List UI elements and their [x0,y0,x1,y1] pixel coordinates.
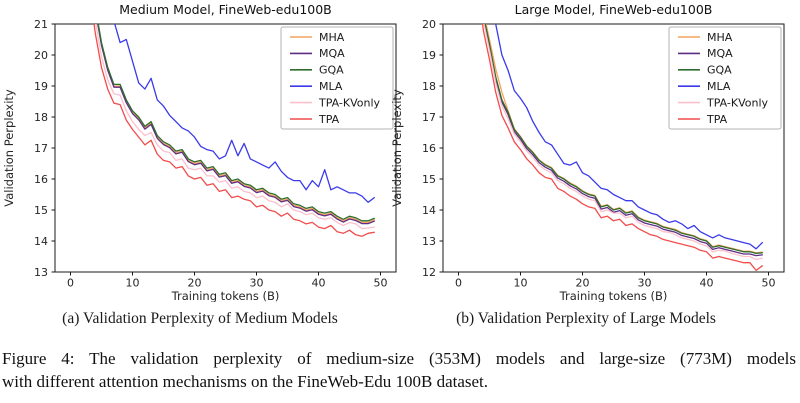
x-axis: 0 10 20 30 40 50 Training tokens (B) [67,272,388,302]
x-tick-label: 40 [312,277,326,290]
figure-caption-line-2: with different attention mechanisms on t… [2,371,489,391]
legend-label: MHA [319,31,345,44]
legend-label: TPA [706,113,728,126]
series-line-MLA [495,24,763,250]
y-tick-label: 15 [422,173,436,186]
y-tick-label: 14 [34,235,48,248]
y-tick-label: 19 [422,49,436,62]
y-tick-label: 12 [422,266,436,279]
legend: MHA MQA GQA MLA TPA-KVonly TPA [668,26,782,130]
subcaption-a: (a) Validation Perplexity of Medium Mode… [62,310,338,327]
series-line-TPA-KVonly [483,24,763,261]
medium-model-chart: Medium Model, FineWeb-edu100B 0 10 20 30 40 50… [0,0,400,302]
legend-label: MHA [707,31,733,44]
legend-label: MQA [707,47,733,60]
x-tick-label: 30 [638,277,652,290]
legend-box [668,26,782,130]
y-axis-label: Validation Perplexity [390,89,404,207]
series-line-TPA-KVonly [95,24,375,230]
large-model-chart: Large Model, FineWeb-edu100B 0 10 20 30 40 50 T… [388,0,788,302]
x-tick-label: 0 [455,277,462,290]
y-axis: 12 13 14 15 16 17 18 19 20 Validation Perplexity [390,18,443,279]
y-axis-label: Validation Perplexity [2,89,16,207]
legend-item-MLA: MLA [678,80,731,93]
x-axis: 0 10 20 30 40 50 Training tokens (B) [455,272,776,302]
x-tick-label: 0 [67,277,74,290]
legend-label: MQA [319,47,345,60]
legend-label: GQA [319,64,344,77]
x-tick-label: 20 [188,277,202,290]
y-tick-label: 13 [34,266,48,279]
legend-label: GQA [707,64,732,77]
y-tick-label: 16 [422,142,436,155]
x-tick-label: 20 [576,277,590,290]
y-tick-label: 20 [422,18,436,31]
legend-label: MLA [707,80,731,93]
legend-item-TPA-KVonly: TPA-KVonly [290,96,381,109]
y-tick-label: 16 [34,173,48,186]
legend-label: TPA-KVonly [706,96,769,109]
y-tick-label: 18 [34,111,48,124]
y-tick-label: 13 [422,235,436,248]
legend-label: MLA [319,80,343,93]
series-line-MQA [97,24,375,225]
series-line-GQA [484,24,763,255]
x-tick-label: 50 [762,277,776,290]
legend: MHA MQA GQA MLA TPA-KVonly TPA [280,26,394,130]
series-line-TPA [93,24,375,237]
large-chart-svg: Large Model, FineWeb-edu100B 0 10 20 30 40 50 T… [390,2,785,302]
series-line-MQA [484,24,763,257]
subcaption-b: (b) Validation Perplexity of Large Model… [456,310,716,327]
y-tick-label: 15 [34,204,48,217]
x-axis-label: Training tokens (B) [171,289,280,302]
legend-item-MLA: MLA [290,80,343,93]
y-tick-label: 19 [34,80,48,93]
x-tick-label: 40 [700,277,714,290]
legend-item-GQA: GQA [678,64,732,77]
legend-item-GQA: GQA [290,64,344,77]
x-tick-label: 10 [514,277,528,290]
legend-item-MQA: MQA [290,47,345,60]
legend-box [280,26,394,130]
x-tick-label: 30 [250,277,264,290]
chart-title: Large Model, FineWeb-edu100B [515,2,713,17]
figure-caption-line-1: Figure 4: The validation perplexity of m… [2,349,796,368]
x-axis-label: Training tokens (B) [559,289,668,302]
legend-label: TPA [318,113,340,126]
figure-caption: Figure 4: The validation perplexity of m… [2,348,796,393]
series-line-TPA [481,24,763,272]
y-axis: 13 14 15 16 17 18 19 20 21 Validation Perplexity [2,18,55,279]
legend-item-MHA: MHA [290,31,345,44]
y-tick-label: 20 [34,49,48,62]
y-tick-label: 17 [422,111,436,124]
legend-item-TPA: TPA [678,113,728,126]
legend-label: TPA-KVonly [318,96,381,109]
x-tick-label: 10 [126,277,140,290]
x-tick-label: 50 [374,277,388,290]
y-tick-label: 17 [34,142,48,155]
series-line-MLA [114,24,375,203]
series-line-GQA [97,24,375,222]
y-tick-label: 21 [34,18,48,31]
legend-item-TPA-KVonly: TPA-KVonly [678,96,769,109]
legend-item-MHA: MHA [678,31,733,44]
series-line-MHA [97,24,375,224]
legend-item-TPA: TPA [290,113,340,126]
y-tick-label: 18 [422,80,436,93]
medium-chart-svg: Medium Model, FineWeb-edu100B 0 10 20 30 40 50… [2,2,397,302]
legend-item-MQA: MQA [678,47,733,60]
chart-title: Medium Model, FineWeb-edu100B [119,2,332,17]
y-tick-label: 14 [422,204,436,217]
